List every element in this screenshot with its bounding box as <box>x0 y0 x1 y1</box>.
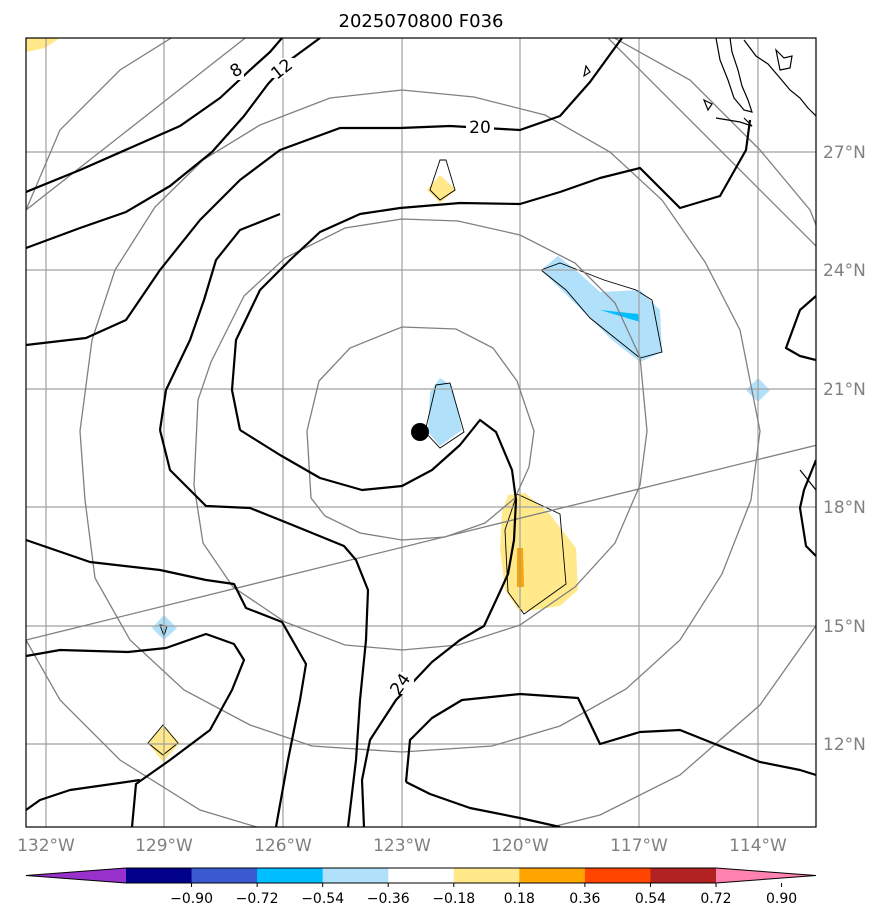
coastline-segment <box>702 98 713 112</box>
colorbar-bin <box>126 868 193 883</box>
lat-label: 15°N <box>823 617 866 637</box>
coastline-segment <box>715 38 753 113</box>
coastline <box>583 38 816 491</box>
colorbar-tick-label: 0.90 <box>766 891 797 907</box>
colorbar-extend-high <box>716 868 816 883</box>
range-ring <box>26 38 247 211</box>
lat-label: 21°N <box>823 380 866 400</box>
contour-line <box>26 632 246 827</box>
colorbar-bin <box>453 868 520 883</box>
feature-outline <box>147 724 179 756</box>
storm-center-dot <box>411 423 429 441</box>
colorbar: −0.90 −0.72 −0.54 −0.36 −0.18 0.18 0.36 0.54 0.7… <box>25 867 817 907</box>
map-area: 8 12 20 24 <box>26 38 816 827</box>
coastline-segment <box>583 64 591 78</box>
contour-line <box>784 295 816 362</box>
lat-label: 18°N <box>823 498 866 518</box>
lon-labels: 132°W 129°W 126°W 123°W 120°W 117°W 114°… <box>17 836 787 856</box>
colorbar-tick-label: 0.36 <box>569 891 600 907</box>
colorbar-tick-label: 0.54 <box>635 891 666 907</box>
colorbar-bin <box>322 868 389 883</box>
contour-line <box>26 38 623 347</box>
contour-line <box>26 538 308 827</box>
contour-line <box>26 38 283 194</box>
colorbar-tick-label: −0.18 <box>432 891 475 907</box>
range-ring <box>26 444 816 827</box>
colorbar-bin <box>519 868 586 883</box>
range-ring <box>306 326 535 541</box>
positive-anomaly-patch <box>26 38 60 52</box>
contour-line <box>26 778 141 811</box>
lon-label: 132°W <box>17 836 75 856</box>
range-ring <box>193 218 648 651</box>
negative-anomaly-patch <box>541 256 662 362</box>
coastline-segment <box>743 39 816 117</box>
colorbar-tick-label: 0.72 <box>700 891 731 907</box>
colorbar-outline <box>25 867 817 884</box>
colorbar-tick-label: −0.90 <box>170 891 213 907</box>
contour-line <box>404 692 816 783</box>
colorbar-extend-low <box>26 868 126 883</box>
lat-label: 27°N <box>823 143 866 163</box>
colorbar-bin <box>650 868 717 883</box>
feature-outline <box>540 262 663 359</box>
lon-label: 126°W <box>254 836 312 856</box>
lon-label: 120°W <box>491 836 549 856</box>
contour-line <box>798 459 816 557</box>
positive-anomaly-patch <box>427 175 456 203</box>
feature-outline <box>424 382 465 449</box>
coastline-segment <box>775 48 793 71</box>
range-ring <box>607 38 816 247</box>
contour-labels: 8 12 20 24 <box>227 55 494 699</box>
colorbar-tick-label: −0.54 <box>301 891 344 907</box>
lon-label: 123°W <box>373 836 431 856</box>
contour-line <box>230 119 752 431</box>
lon-label: 129°W <box>135 836 193 856</box>
contour-line <box>158 212 281 431</box>
colorbar-bin <box>257 868 324 883</box>
lat-label: 12°N <box>823 735 866 755</box>
lat-labels: 27°N 24°N 21°N 18°N 15°N 12°N <box>823 143 866 755</box>
lat-label: 24°N <box>823 261 866 281</box>
feature-outline <box>504 493 567 615</box>
range-rings <box>26 38 816 827</box>
lon-label: 114°W <box>729 836 787 856</box>
colorbar-bin <box>388 868 455 883</box>
feature-outline <box>429 159 456 201</box>
lon-label: 117°W <box>610 836 668 856</box>
colorbar-bin <box>584 868 651 883</box>
contour-line <box>158 429 370 827</box>
colorbar-tick-label: −0.72 <box>236 891 279 907</box>
contour-line <box>405 781 561 827</box>
gridlines <box>26 38 816 827</box>
coastline-segment <box>715 117 753 127</box>
colorbar-bin <box>191 868 258 883</box>
map-border <box>25 37 817 828</box>
contour-label: 20 <box>469 118 491 138</box>
range-ring <box>79 89 761 753</box>
colorbar-tick-label: −0.36 <box>367 891 410 907</box>
strong-negative-anomaly-patch <box>600 310 640 322</box>
figure-title: 2025070800 F036 <box>339 11 504 32</box>
colorbar-tick-label: 0.18 <box>504 891 535 907</box>
